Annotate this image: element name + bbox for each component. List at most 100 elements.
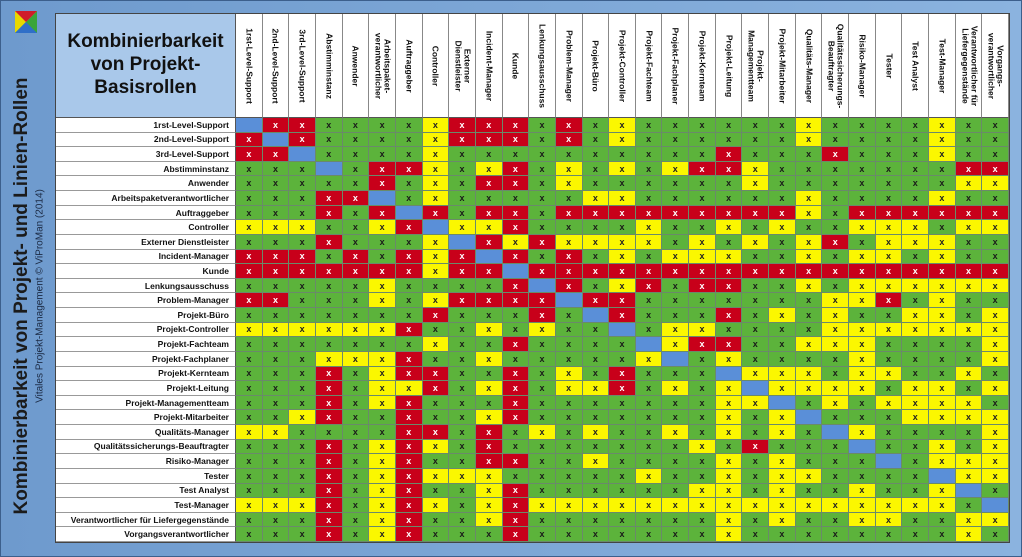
matrix-cell: x (955, 118, 983, 133)
column-header: Anwender (342, 14, 370, 118)
matrix-cell: x (822, 381, 850, 396)
matrix-cell: x (662, 205, 690, 221)
matrix-cell: x (955, 527, 983, 542)
matrix-cell: x (902, 468, 930, 484)
matrix-cell: x (715, 439, 743, 455)
matrix-cell: x (289, 308, 316, 323)
matrix-cell: x (555, 249, 583, 265)
matrix-cell: x (715, 293, 743, 309)
matrix-cell: x (502, 395, 530, 411)
matrix-cell: x (369, 322, 396, 338)
matrix-cell: x (689, 498, 716, 513)
column-header: 3rd-Level-Support (289, 14, 316, 118)
matrix-cell: x (769, 425, 796, 440)
matrix-cell (929, 468, 956, 484)
matrix-cell: x (315, 454, 343, 469)
matrix-cell: x (502, 118, 530, 133)
row-label: Arbeitspaketverantwortlicher (56, 191, 236, 206)
matrix-cell (635, 337, 663, 352)
matrix-cell: x (289, 205, 316, 221)
matrix-cell: x (795, 512, 823, 528)
matrix-cell: x (849, 527, 876, 542)
matrix-cell: x (902, 410, 930, 426)
matrix-cell: x (475, 468, 503, 484)
matrix-cell: x (262, 395, 290, 411)
matrix-cell: x (555, 366, 583, 382)
matrix-cell: x (689, 410, 716, 426)
matrix-cell: x (822, 191, 850, 206)
matrix-cell: x (529, 132, 556, 148)
matrix-cell: x (715, 161, 743, 177)
matrix-cell: x (395, 410, 423, 426)
matrix-cell (982, 498, 1009, 513)
matrix-cell: x (769, 366, 796, 382)
matrix-cell: x (555, 205, 583, 221)
matrix-cell: x (315, 308, 343, 323)
matrix-cell: x (849, 351, 876, 367)
matrix-cell: x (475, 454, 503, 469)
matrix-cell: x (689, 351, 716, 367)
matrix-cell: x (369, 381, 396, 396)
column-header: Qualitäts-Manager (795, 14, 823, 118)
matrix-cell: x (555, 147, 583, 162)
matrix-cell: x (849, 161, 876, 177)
matrix-cell: x (369, 118, 396, 133)
matrix-cell: x (342, 220, 370, 235)
matrix-cell: x (342, 468, 370, 484)
matrix-cell: x (822, 439, 850, 455)
matrix-cell: x (315, 205, 343, 221)
matrix-cell: x (449, 191, 476, 206)
matrix-cell: x (929, 498, 956, 513)
matrix-cell: x (769, 454, 796, 469)
matrix-cell (849, 439, 876, 455)
matrix-cell: x (982, 395, 1009, 411)
matrix-cell: x (449, 293, 476, 309)
matrix-cell: x (342, 410, 370, 426)
matrix-cell: x (315, 483, 343, 499)
matrix-cell: x (609, 498, 636, 513)
column-header-label: Arbeitspaket- verantwortlicher (373, 32, 393, 99)
column-header-label: Anwender (351, 44, 362, 87)
column-header-label: Projekt-Fachplaner (670, 27, 681, 104)
matrix-cell: x (982, 337, 1009, 352)
matrix-cell: x (715, 425, 743, 440)
matrix-cell: x (902, 249, 930, 265)
matrix-cell: x (342, 205, 370, 221)
matrix-cell: x (929, 366, 956, 382)
matrix-cell: x (875, 337, 903, 352)
matrix-cell: x (929, 176, 956, 192)
matrix-cell: x (262, 381, 290, 396)
matrix-cell: x (502, 293, 530, 309)
matrix-cell: x (262, 234, 290, 250)
matrix-cell: x (369, 264, 396, 279)
matrix-cell: x (689, 527, 716, 542)
matrix-cell: x (609, 395, 636, 411)
matrix-cell: x (369, 308, 396, 323)
matrix-cell: x (582, 176, 610, 192)
column-header: Projekt-Fachteam (635, 14, 663, 118)
matrix-cell: x (582, 381, 610, 396)
matrix-cell: x (635, 483, 663, 499)
matrix-cell: x (342, 118, 370, 133)
matrix-cell: x (742, 351, 770, 367)
matrix-cell: x (635, 425, 663, 440)
matrix-cell: x (795, 205, 823, 221)
column-header: Controller (422, 14, 450, 118)
row-label: Auftraggeber (56, 205, 236, 221)
matrix-cell: x (795, 337, 823, 352)
matrix-cell: x (822, 249, 850, 265)
matrix-cell: x (689, 395, 716, 411)
matrix-cell: x (582, 410, 610, 426)
matrix-cell: x (609, 234, 636, 250)
matrix-cell: x (822, 308, 850, 323)
matrix-cell: x (449, 395, 476, 411)
matrix-cell: x (769, 468, 796, 484)
matrix-cell: x (742, 366, 770, 382)
matrix-cell: x (475, 118, 503, 133)
matrix-cell: x (742, 395, 770, 411)
matrix-cell: x (689, 468, 716, 484)
matrix-cell: x (262, 278, 290, 294)
matrix-cell: x (795, 454, 823, 469)
matrix-cell: x (955, 468, 983, 484)
matrix-cell: x (795, 483, 823, 499)
